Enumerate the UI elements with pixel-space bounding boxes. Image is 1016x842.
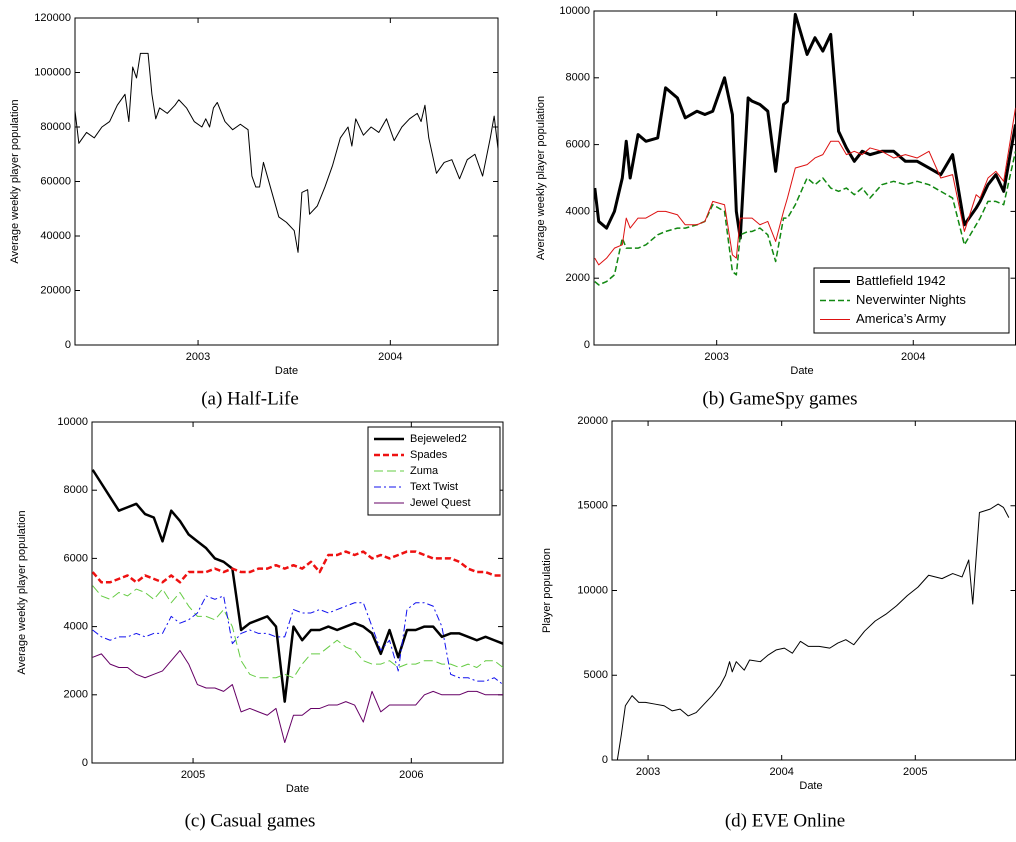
series-group xyxy=(594,12,1016,286)
x-tick-label: 2003 xyxy=(704,351,728,363)
x-axis-label: Date xyxy=(790,365,813,377)
series-line xyxy=(75,52,498,253)
caption: (a) Half-Life xyxy=(201,388,299,409)
caption: (d) EVE Online xyxy=(725,810,845,831)
legend-label: Text Twist xyxy=(410,481,458,493)
y-tick-label: 2000 xyxy=(64,689,88,701)
x-tick-label: 2005 xyxy=(903,766,927,778)
y-axis-label: Average weekly player population xyxy=(9,99,21,263)
y-tick-label: 100000 xyxy=(34,66,71,78)
x-tick-label: 2003 xyxy=(636,766,660,778)
y-tick-label: 20000 xyxy=(40,284,71,296)
legend: Battlefield 1942 Neverwinter Nights Americ… xyxy=(813,267,1010,334)
x-tick-label: 2005 xyxy=(181,769,205,781)
series-line xyxy=(616,503,1010,760)
y-axis-label: Average weekly player population xyxy=(535,96,547,260)
x-axis-label: Date xyxy=(275,365,298,377)
legend-label: Zuma xyxy=(410,465,439,477)
series-line xyxy=(92,585,503,679)
y-tick-label: 8000 xyxy=(566,72,590,84)
series-group xyxy=(92,469,503,744)
legend-label: Neverwinter Nights xyxy=(856,292,966,307)
y-tick-label: 0 xyxy=(65,339,71,351)
legend-box xyxy=(813,267,1010,334)
x-axis-label: Date xyxy=(286,783,309,795)
y-axis-label: Average weekly player population xyxy=(16,510,28,674)
y-tick-label: 2000 xyxy=(566,272,590,284)
y-tick-label: 20000 xyxy=(577,415,608,427)
caption: (c) Casual games xyxy=(185,810,316,831)
y-tick-label: 120000 xyxy=(34,12,71,24)
series-line xyxy=(92,550,503,584)
series-group xyxy=(616,503,1010,760)
y-tick-label: 8000 xyxy=(64,484,88,496)
x-tick-label: 2004 xyxy=(378,351,402,363)
plot-frame xyxy=(611,420,1016,761)
chart: 0 2000 4000 6000 8000 10000 2005 2006 Date Averag… xyxy=(16,416,504,831)
y-axis-label: Player population xyxy=(541,548,553,633)
y-tick-label: 10000 xyxy=(559,5,590,17)
series-line xyxy=(92,649,503,744)
y-tick-label: 4000 xyxy=(566,205,590,217)
x-tick-label: 2004 xyxy=(901,351,925,363)
caption: (b) GameSpy games xyxy=(702,388,857,409)
legend-label: Jewel Quest xyxy=(410,497,471,509)
y-tick-label: 0 xyxy=(584,339,590,351)
x-tick-label: 2006 xyxy=(399,769,423,781)
y-tick-label: 10000 xyxy=(57,416,88,428)
y-tick-label: 80000 xyxy=(40,121,71,133)
y-tick-label: 60000 xyxy=(40,175,71,187)
chart: 0 20000 40000 60000 80000 100000 120000 2003 200… xyxy=(9,12,499,409)
series-line xyxy=(594,12,1016,240)
y-tick-label: 6000 xyxy=(64,552,88,564)
y-tick-label: 0 xyxy=(82,757,88,769)
series-line xyxy=(594,107,1016,266)
plot-frame xyxy=(91,421,504,764)
y-tick-label: 4000 xyxy=(64,621,88,633)
series-line xyxy=(92,595,503,685)
legend: Bejeweled2 Spades Zuma Text Twist Jewel Ques… xyxy=(367,426,501,516)
y-tick-label: 15000 xyxy=(577,500,608,512)
chart: 0 2000 4000 6000 8000 10000 2003 2004 Date Averag… xyxy=(535,5,1016,409)
chart: 0 5000 10000 15000 20000 2003 2004 2005 Date Play… xyxy=(541,415,1016,831)
series-line xyxy=(92,469,503,703)
y-tick-label: 6000 xyxy=(566,139,590,151)
legend-label: Spades xyxy=(410,449,448,461)
y-tick-label: 0 xyxy=(602,754,608,766)
x-tick-label: 2003 xyxy=(186,351,210,363)
legend-label: America’s Army xyxy=(856,311,947,326)
series-line xyxy=(594,151,1016,286)
y-tick-label: 40000 xyxy=(40,230,71,242)
y-tick-label: 5000 xyxy=(584,669,608,681)
series-group xyxy=(75,52,498,253)
x-axis-label: Date xyxy=(799,780,822,792)
legend-label: Bejeweled2 xyxy=(410,433,467,445)
x-tick-label: 2004 xyxy=(769,766,793,778)
y-tick-label: 10000 xyxy=(577,584,608,596)
legend-label: Battlefield 1942 xyxy=(856,273,946,288)
